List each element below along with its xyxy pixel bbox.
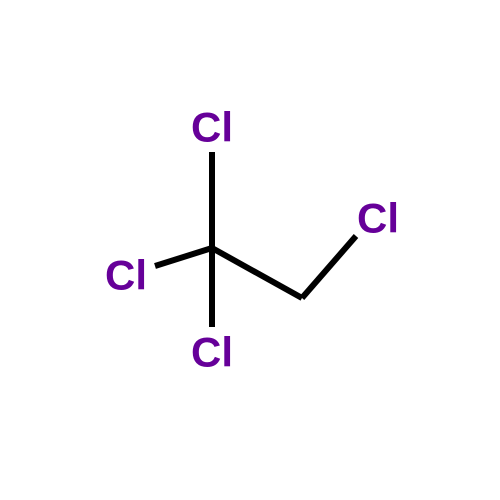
- bond-line: [302, 236, 356, 298]
- molecule-diagram: Cl Cl Cl Cl: [0, 0, 500, 500]
- atom-label-cl3: Cl: [105, 252, 147, 299]
- bond-line: [155, 248, 212, 266]
- atom-label-cl1: Cl: [191, 104, 233, 151]
- bond-line: [212, 248, 302, 298]
- bonds-group: [155, 152, 356, 327]
- atom-label-cl4: Cl: [191, 329, 233, 376]
- atom-label-cl2: Cl: [357, 195, 399, 242]
